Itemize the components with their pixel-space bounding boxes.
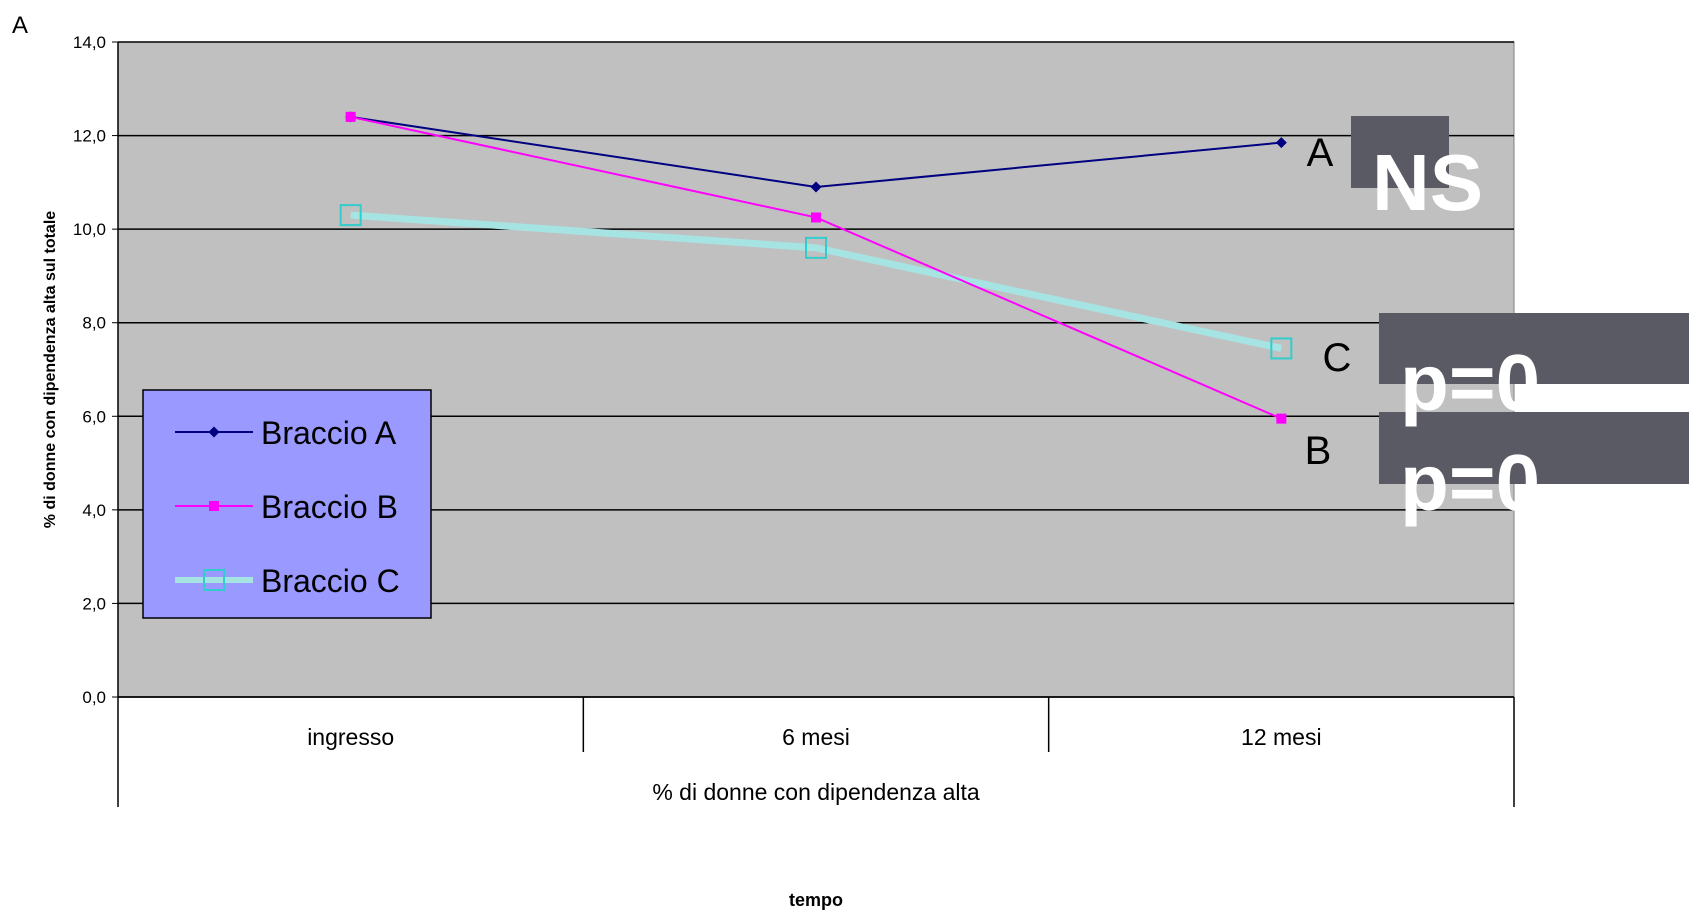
legend-label: Braccio B bbox=[261, 489, 398, 525]
y-tick-label: 10,0 bbox=[73, 220, 106, 239]
series-point bbox=[203, 569, 225, 591]
series-line bbox=[350, 211, 1283, 352]
x-tick-label: 12 mesi bbox=[1241, 724, 1322, 750]
significance-label: p=0 bbox=[1400, 338, 1540, 427]
y-axis-title: % di donne con dipendenza alta sul total… bbox=[42, 211, 59, 528]
series-point bbox=[811, 212, 821, 223]
series-end-label: C bbox=[1323, 336, 1352, 380]
series-point bbox=[1275, 137, 1287, 149]
series-point bbox=[805, 236, 827, 259]
series-point bbox=[345, 111, 356, 122]
y-tick-label: 8,0 bbox=[82, 314, 106, 333]
y-tick-label: 12,0 bbox=[73, 127, 106, 146]
y-tick-label: 4,0 bbox=[82, 501, 106, 520]
y-tick-label: 2,0 bbox=[82, 594, 106, 613]
series-point bbox=[208, 426, 220, 438]
y-tick-label: 0,0 bbox=[82, 688, 106, 707]
legend-label: Braccio C bbox=[261, 563, 400, 599]
significance-box bbox=[1379, 412, 1689, 484]
x-axis-title: % di donne con dipendenza alta bbox=[652, 779, 980, 805]
series-point bbox=[339, 204, 362, 227]
series-point bbox=[1270, 337, 1293, 360]
y-tick-label: 14,0 bbox=[73, 33, 106, 52]
series-point bbox=[209, 501, 219, 511]
x-tick-label: ingresso bbox=[307, 724, 394, 750]
x-tick-label: 6 mesi bbox=[782, 724, 850, 750]
series-end-label: A bbox=[1307, 131, 1334, 175]
series-end-label: B bbox=[1305, 429, 1332, 473]
significance-label: p=0 bbox=[1400, 438, 1540, 527]
series-point bbox=[810, 181, 822, 193]
series-point bbox=[1276, 413, 1287, 424]
legend-label: Braccio A bbox=[261, 415, 397, 451]
y-tick-label: 6,0 bbox=[82, 407, 106, 426]
panel-label: A bbox=[12, 12, 28, 39]
x-axis-subtitle: tempo bbox=[789, 890, 843, 910]
significance-label: NS bbox=[1372, 138, 1483, 227]
significance-box bbox=[1351, 116, 1449, 188]
significance-box bbox=[1379, 313, 1689, 384]
